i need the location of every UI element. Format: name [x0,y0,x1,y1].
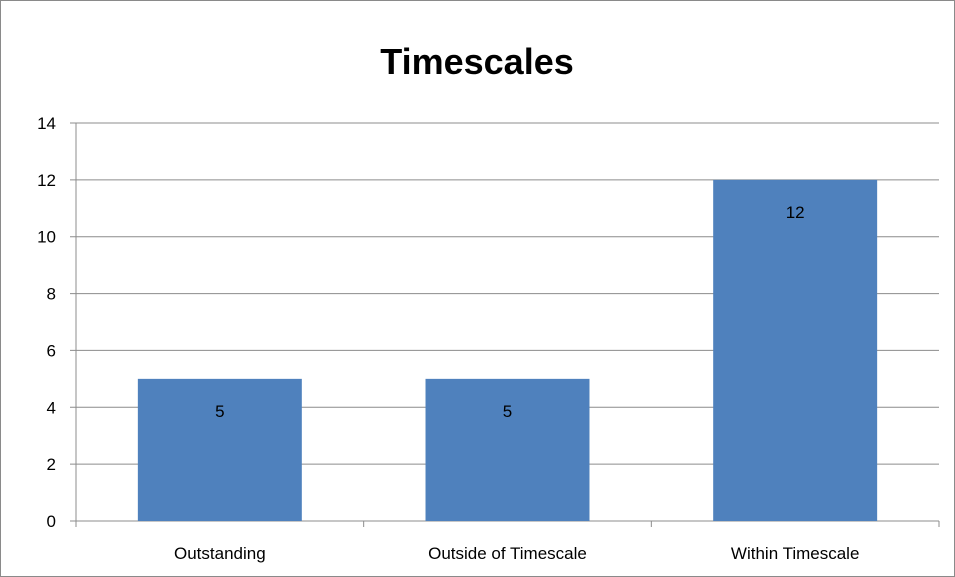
bar [137,378,302,521]
y-tick-label: 8 [47,285,56,304]
x-category-label: Within Timescale [731,544,859,563]
y-tick-label: 10 [37,228,56,247]
chart-title: Timescales [380,41,573,82]
bar-data-label: 5 [215,402,224,421]
x-axis-categories: Outstanding Outside of Timescale Within Ti… [174,544,859,563]
x-category-label: Outside of Timescale [428,544,587,563]
bar [713,179,878,521]
y-tick-label: 12 [37,171,56,190]
y-tick-label: 14 [37,114,56,133]
bar [425,378,590,521]
x-category-label: Outstanding [174,544,266,563]
bar-data-label: 5 [503,402,512,421]
y-tick-label: 6 [47,341,56,360]
bar-data-label: 12 [786,203,805,222]
y-axis-ticks: 0 2 4 6 8 10 12 14 [37,114,56,531]
data-labels: 5 5 12 [215,203,805,421]
y-tick-label: 2 [47,455,56,474]
y-tick-label: 0 [47,512,56,531]
bars [137,179,878,521]
y-tick-label: 4 [47,398,56,417]
